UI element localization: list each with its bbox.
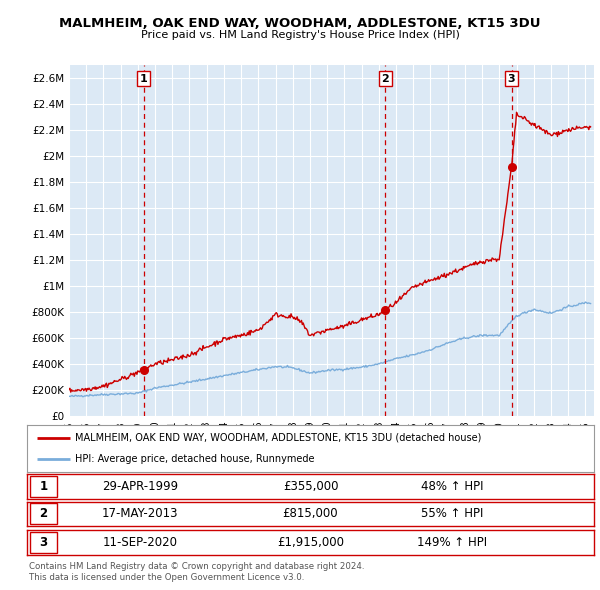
FancyBboxPatch shape [30,532,57,553]
Text: £1,915,000: £1,915,000 [277,536,344,549]
Text: MALMHEIM, OAK END WAY, WOODHAM, ADDLESTONE, KT15 3DU (detached house): MALMHEIM, OAK END WAY, WOODHAM, ADDLESTO… [75,432,482,442]
Text: 2: 2 [382,74,389,84]
Text: 1: 1 [140,74,148,84]
Text: £355,000: £355,000 [283,480,338,493]
Text: £815,000: £815,000 [283,507,338,520]
Text: 3: 3 [508,74,515,84]
Text: Contains HM Land Registry data © Crown copyright and database right 2024.
This d: Contains HM Land Registry data © Crown c… [29,562,364,582]
FancyBboxPatch shape [30,503,57,525]
Text: HPI: Average price, detached house, Runnymede: HPI: Average price, detached house, Runn… [75,454,314,464]
FancyBboxPatch shape [30,476,57,497]
Text: 48% ↑ HPI: 48% ↑ HPI [421,480,484,493]
Text: Price paid vs. HM Land Registry's House Price Index (HPI): Price paid vs. HM Land Registry's House … [140,30,460,40]
Text: 1: 1 [40,480,47,493]
Text: 29-APR-1999: 29-APR-1999 [103,480,178,493]
Text: 17-MAY-2013: 17-MAY-2013 [102,507,179,520]
Text: 2: 2 [40,507,47,520]
Text: 3: 3 [40,536,47,549]
Text: 11-SEP-2020: 11-SEP-2020 [103,536,178,549]
Text: 149% ↑ HPI: 149% ↑ HPI [417,536,487,549]
Text: 55% ↑ HPI: 55% ↑ HPI [421,507,484,520]
Text: MALMHEIM, OAK END WAY, WOODHAM, ADDLESTONE, KT15 3DU: MALMHEIM, OAK END WAY, WOODHAM, ADDLESTO… [59,17,541,30]
